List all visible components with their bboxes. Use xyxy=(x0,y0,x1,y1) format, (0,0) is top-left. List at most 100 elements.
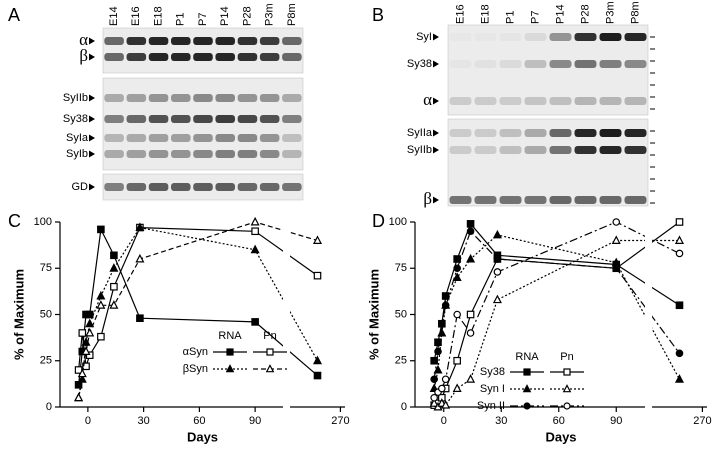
blot-band xyxy=(499,97,522,105)
data-point xyxy=(675,218,684,226)
blot-band xyxy=(171,94,191,102)
legend-column-label: Pn xyxy=(560,351,573,363)
data-point xyxy=(135,222,145,232)
blot-band xyxy=(475,33,497,41)
data-point xyxy=(438,319,446,328)
band-arrow xyxy=(433,60,439,68)
blot-band xyxy=(193,94,213,102)
band-label: α xyxy=(423,90,432,109)
blot-band xyxy=(624,129,647,137)
blot-band xyxy=(474,129,497,137)
blot-band xyxy=(237,37,258,45)
blot-band xyxy=(282,37,302,45)
data-point xyxy=(466,220,475,228)
blot-band xyxy=(282,115,302,123)
data-point xyxy=(78,329,87,337)
y-tick-label: 75 xyxy=(395,262,407,274)
data-point xyxy=(110,282,118,291)
data-point xyxy=(434,338,442,347)
band-arrow xyxy=(89,53,95,61)
blot-band xyxy=(126,183,147,191)
data-point xyxy=(312,355,323,365)
lane-label: E14 xyxy=(108,6,120,26)
blot-band xyxy=(574,60,597,68)
blot-band xyxy=(171,37,191,45)
band-arrow xyxy=(433,33,439,41)
lane-label: P14 xyxy=(219,6,231,26)
panel-letter: A xyxy=(8,5,20,25)
data-point xyxy=(96,290,106,300)
blot-band xyxy=(237,53,258,61)
y-axis-title: % of Maximum xyxy=(11,269,26,360)
band-arrow xyxy=(433,196,439,204)
y-tick-label: 100 xyxy=(389,216,407,228)
blot-band xyxy=(574,33,597,41)
band-label: SyI xyxy=(416,31,432,43)
lane-label: E16 xyxy=(130,6,142,26)
blot-band xyxy=(524,60,547,68)
blot-band xyxy=(104,150,124,158)
legend-label: Sy38 xyxy=(480,366,505,378)
data-point xyxy=(250,244,260,254)
data-point xyxy=(493,255,502,263)
blot-band xyxy=(215,94,235,102)
blot-band xyxy=(599,129,622,137)
lane-label: E18 xyxy=(479,4,491,24)
band-label: Sy38 xyxy=(407,58,432,70)
blot-band xyxy=(126,134,147,142)
blot-band xyxy=(104,183,124,191)
data-point xyxy=(493,268,502,276)
blot-band xyxy=(104,115,124,123)
y-tick-label: 100 xyxy=(34,216,52,228)
data-point xyxy=(313,371,322,380)
band-label: α xyxy=(79,30,88,49)
band-arrow xyxy=(89,37,95,45)
series-line xyxy=(433,230,680,380)
series-line xyxy=(78,221,318,398)
legend-marker xyxy=(226,348,234,356)
blot-band xyxy=(524,196,547,204)
blot-band xyxy=(148,94,169,102)
blot-band xyxy=(259,134,280,142)
legend-marker xyxy=(563,368,571,376)
blot-band xyxy=(126,53,147,61)
y-tick-label: 0 xyxy=(46,401,52,413)
blot-band xyxy=(193,183,213,191)
lane-label: P7 xyxy=(197,13,209,26)
data-point xyxy=(312,235,323,244)
legend-marker xyxy=(225,364,235,373)
y-tick-label: 0 xyxy=(401,401,407,413)
lane-label: E18 xyxy=(152,6,164,26)
band-label: SyIIb xyxy=(63,92,88,104)
blot-band xyxy=(171,53,191,61)
data-point xyxy=(430,375,438,384)
legend-marker xyxy=(522,384,532,393)
legend-marker xyxy=(265,364,275,373)
blot-band xyxy=(624,97,647,105)
x-tick-label: 0 xyxy=(441,415,447,427)
blot-band xyxy=(524,33,547,41)
data-point xyxy=(430,393,438,402)
blot-band xyxy=(524,129,547,137)
data-point xyxy=(250,216,260,226)
blot-band xyxy=(282,53,302,61)
data-point xyxy=(74,392,84,402)
data-point xyxy=(466,374,476,383)
blot-band xyxy=(549,146,572,154)
blot-band xyxy=(474,146,497,154)
band-arrow xyxy=(433,129,439,137)
blot-band xyxy=(599,33,622,41)
data-point xyxy=(77,374,87,383)
blot-band xyxy=(148,115,169,123)
data-point xyxy=(437,327,447,337)
blot-band xyxy=(449,97,472,105)
blot-band xyxy=(215,53,235,61)
band-arrow xyxy=(89,94,95,102)
band-label: SyIb xyxy=(66,148,88,160)
blot-band xyxy=(259,115,280,123)
data-point xyxy=(85,327,95,337)
y-axis-title: % of Maximum xyxy=(366,269,381,360)
blot-strip xyxy=(102,27,304,74)
blot-band xyxy=(193,115,213,123)
